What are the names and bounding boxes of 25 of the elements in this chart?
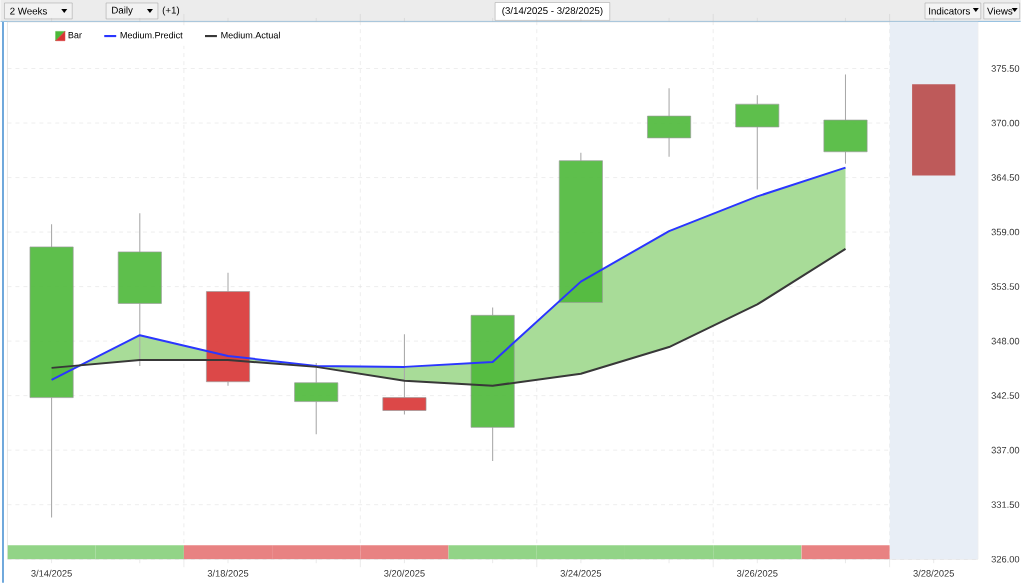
text: Indicators (929, 7, 970, 15)
legend-label: Medium.Predict (120, 31, 183, 39)
y-tick-label: 348.00 (991, 337, 1020, 345)
y-tick-label: 353.50 (991, 283, 1020, 290)
y-tick-label: 337.00 (991, 446, 1020, 454)
x-tick-label: 3/28/2025 (913, 569, 954, 577)
y-tick-label: 370.00 (991, 119, 1020, 127)
x-tick-label: 3/14/2025 (31, 569, 72, 577)
text: 2 Weeks (10, 7, 47, 15)
y-tick-label: 326.00 (991, 556, 1020, 563)
y-tick-label: 375.50 (991, 65, 1020, 72)
y-tick-label: 342.50 (991, 392, 1020, 400)
x-tick-label: 3/26/2025 (736, 569, 778, 577)
text: Views (987, 7, 1013, 15)
x-tick-label: 3/20/2025 (384, 569, 425, 577)
y-tick-label: 359.00 (991, 228, 1020, 236)
y-tick-label: 364.50 (991, 174, 1020, 181)
x-tick-label: 3/18/2025 (207, 569, 249, 577)
y-tick-label: 331.50 (991, 501, 1020, 509)
chart-title: (3/14/2025 - 3/28/2025) (502, 7, 603, 17)
text: Daily (112, 6, 133, 16)
text: (+1) (162, 6, 180, 16)
legend-label: Medium.Actual (221, 31, 280, 39)
x-tick-label: 3/24/2025 (560, 569, 602, 577)
legend-label: Bar (68, 32, 82, 39)
